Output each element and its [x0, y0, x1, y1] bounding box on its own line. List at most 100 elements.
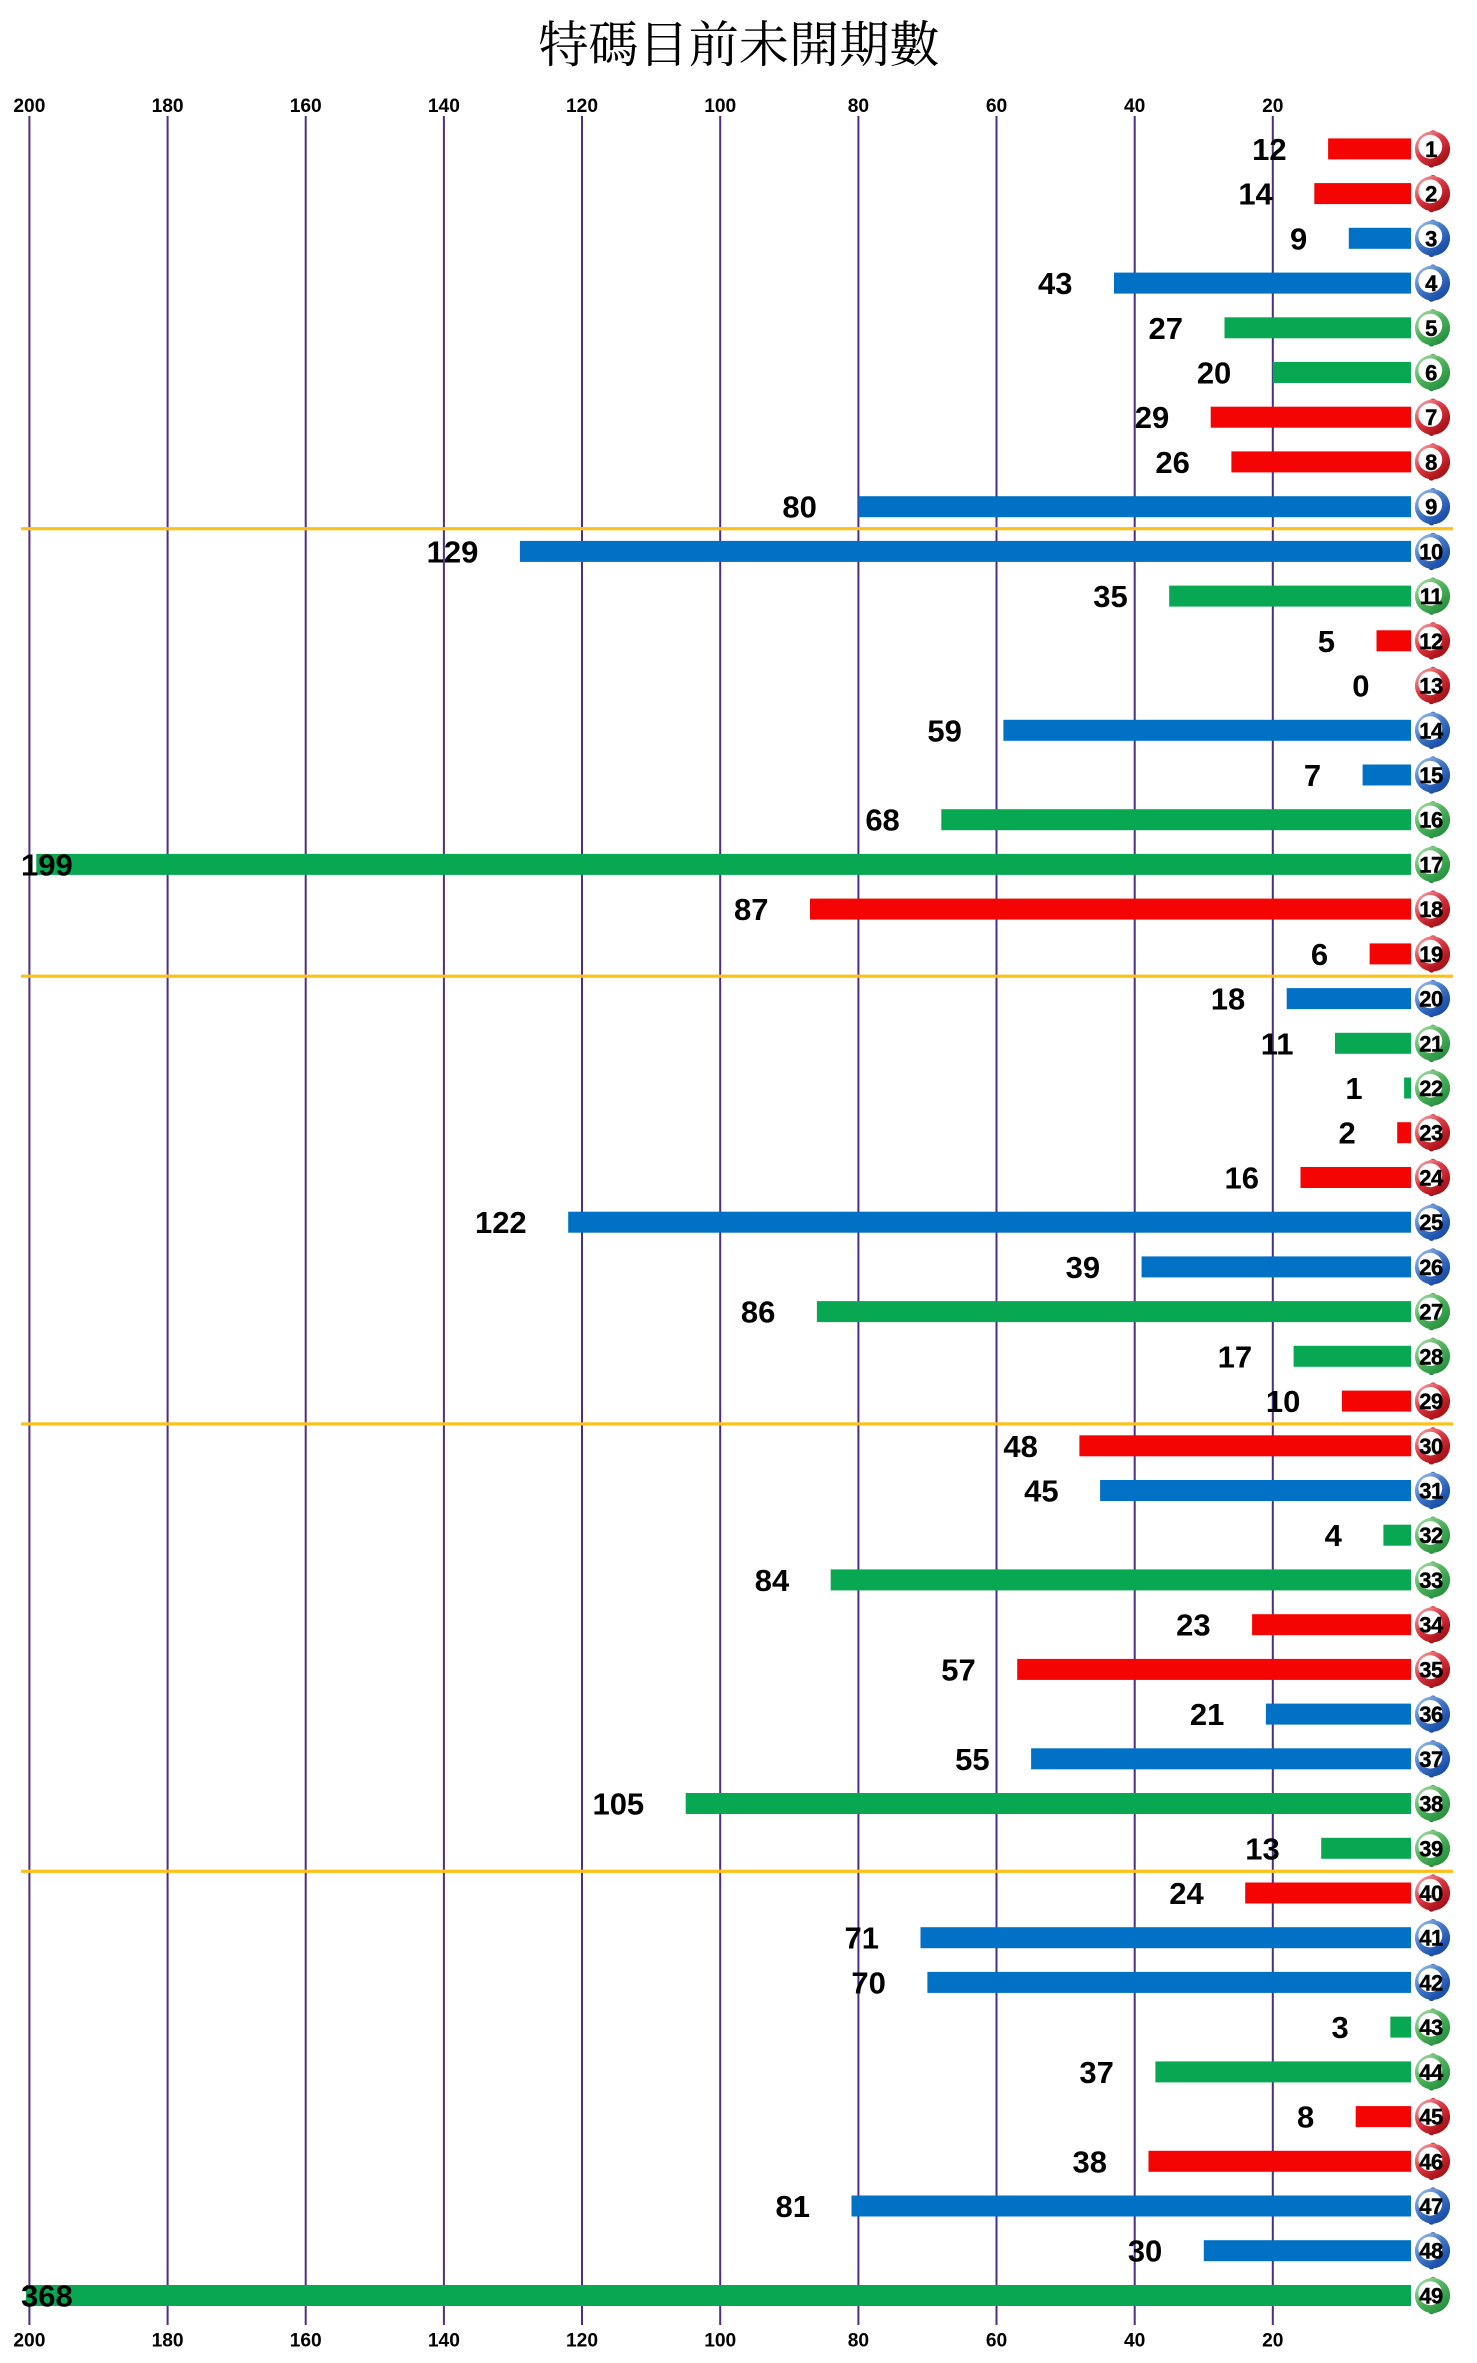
svg-text:38: 38 — [1419, 1792, 1443, 1817]
svg-text:43: 43 — [1419, 2015, 1443, 2040]
svg-text:180: 180 — [152, 2331, 184, 2352]
svg-text:11: 11 — [1261, 1026, 1294, 1061]
svg-text:35: 35 — [1419, 1657, 1443, 1682]
svg-text:40: 40 — [1124, 96, 1145, 117]
svg-text:37: 37 — [1079, 2055, 1113, 2090]
svg-text:1: 1 — [1345, 1071, 1362, 1106]
svg-text:47: 47 — [1419, 2194, 1443, 2219]
svg-text:8: 8 — [1297, 2100, 1314, 2135]
svg-text:3: 3 — [1425, 226, 1437, 251]
svg-text:46: 46 — [1419, 2149, 1443, 2174]
svg-text:49: 49 — [1419, 2284, 1443, 2309]
svg-text:10: 10 — [1266, 1384, 1300, 1419]
svg-text:31: 31 — [1419, 1479, 1443, 1504]
svg-text:15: 15 — [1419, 763, 1443, 788]
svg-text:129: 129 — [427, 534, 479, 569]
svg-text:120: 120 — [566, 96, 598, 117]
svg-text:5: 5 — [1425, 316, 1437, 341]
svg-text:16: 16 — [1225, 1161, 1259, 1196]
svg-text:21: 21 — [1190, 1697, 1224, 1732]
svg-text:160: 160 — [290, 2331, 322, 2352]
svg-text:38: 38 — [1073, 2144, 1107, 2179]
svg-text:42: 42 — [1419, 1970, 1443, 1995]
svg-text:20: 20 — [1262, 96, 1283, 117]
svg-text:45: 45 — [1024, 1474, 1058, 1509]
svg-text:199: 199 — [21, 847, 73, 882]
svg-text:27: 27 — [1419, 1300, 1443, 1325]
svg-text:0: 0 — [1352, 669, 1369, 704]
svg-text:30: 30 — [1128, 2234, 1162, 2269]
svg-text:23: 23 — [1176, 1608, 1210, 1643]
svg-text:10: 10 — [1419, 539, 1443, 564]
svg-text:14: 14 — [1419, 718, 1444, 743]
svg-text:2: 2 — [1425, 182, 1437, 207]
svg-text:20: 20 — [1419, 987, 1443, 1012]
svg-text:3: 3 — [1332, 2010, 1349, 2045]
svg-text:14: 14 — [1238, 177, 1273, 212]
svg-text:81: 81 — [776, 2189, 810, 2224]
svg-text:13: 13 — [1419, 674, 1443, 699]
svg-text:140: 140 — [428, 96, 460, 117]
svg-text:45: 45 — [1419, 2105, 1443, 2130]
svg-text:24: 24 — [1419, 1166, 1444, 1191]
svg-text:33: 33 — [1419, 1568, 1443, 1593]
svg-text:160: 160 — [290, 96, 322, 117]
svg-text:36: 36 — [1419, 1702, 1443, 1727]
svg-text:39: 39 — [1066, 1250, 1100, 1285]
svg-text:34: 34 — [1419, 1613, 1444, 1638]
svg-text:17: 17 — [1419, 852, 1443, 877]
svg-text:7: 7 — [1304, 758, 1321, 793]
svg-text:18: 18 — [1419, 897, 1443, 922]
svg-text:55: 55 — [955, 1742, 989, 1777]
svg-text:368: 368 — [21, 2279, 73, 2314]
svg-text:20: 20 — [1262, 2331, 1283, 2352]
svg-text:100: 100 — [704, 2331, 736, 2352]
svg-text:100: 100 — [704, 96, 736, 117]
svg-text:23: 23 — [1419, 1121, 1443, 1146]
svg-text:140: 140 — [428, 2331, 460, 2352]
svg-text:48: 48 — [1419, 2239, 1443, 2264]
svg-text:9: 9 — [1425, 495, 1437, 520]
svg-text:20: 20 — [1197, 356, 1231, 391]
svg-text:27: 27 — [1149, 311, 1183, 346]
svg-text:4: 4 — [1325, 1518, 1343, 1553]
svg-text:180: 180 — [152, 96, 184, 117]
svg-text:43: 43 — [1038, 266, 1072, 301]
svg-text:29: 29 — [1135, 400, 1169, 435]
svg-text:26: 26 — [1419, 1255, 1443, 1280]
svg-text:22: 22 — [1419, 1076, 1443, 1101]
svg-text:6: 6 — [1425, 361, 1437, 386]
svg-text:30: 30 — [1419, 1434, 1443, 1459]
svg-text:86: 86 — [741, 1295, 775, 1330]
svg-text:12: 12 — [1252, 132, 1286, 167]
svg-text:39: 39 — [1419, 1836, 1443, 1861]
svg-text:40: 40 — [1124, 2331, 1145, 2352]
svg-text:120: 120 — [566, 2331, 598, 2352]
svg-text:12: 12 — [1419, 629, 1443, 654]
svg-text:25: 25 — [1419, 1210, 1443, 1235]
svg-text:19: 19 — [1419, 942, 1443, 967]
svg-text:7: 7 — [1425, 405, 1437, 430]
svg-text:4: 4 — [1425, 271, 1438, 296]
svg-text:29: 29 — [1419, 1389, 1443, 1414]
svg-text:200: 200 — [13, 96, 45, 117]
svg-text:68: 68 — [865, 803, 899, 838]
svg-text:40: 40 — [1419, 1881, 1443, 1906]
svg-text:200: 200 — [13, 2331, 45, 2352]
svg-text:24: 24 — [1169, 1876, 1204, 1911]
svg-text:59: 59 — [927, 713, 961, 748]
svg-text:60: 60 — [986, 96, 1007, 117]
svg-text:57: 57 — [941, 1652, 975, 1687]
svg-text:71: 71 — [845, 1921, 879, 1956]
svg-text:41: 41 — [1419, 1926, 1443, 1951]
svg-text:32: 32 — [1419, 1523, 1443, 1548]
svg-text:80: 80 — [848, 2331, 869, 2352]
svg-text:122: 122 — [475, 1205, 527, 1240]
svg-text:21: 21 — [1419, 1031, 1443, 1056]
svg-text:70: 70 — [851, 1965, 885, 2000]
svg-text:6: 6 — [1311, 937, 1328, 972]
svg-text:48: 48 — [1003, 1429, 1037, 1464]
svg-text:35: 35 — [1093, 579, 1127, 614]
svg-text:60: 60 — [986, 2331, 1007, 2352]
svg-text:2: 2 — [1338, 1116, 1355, 1151]
